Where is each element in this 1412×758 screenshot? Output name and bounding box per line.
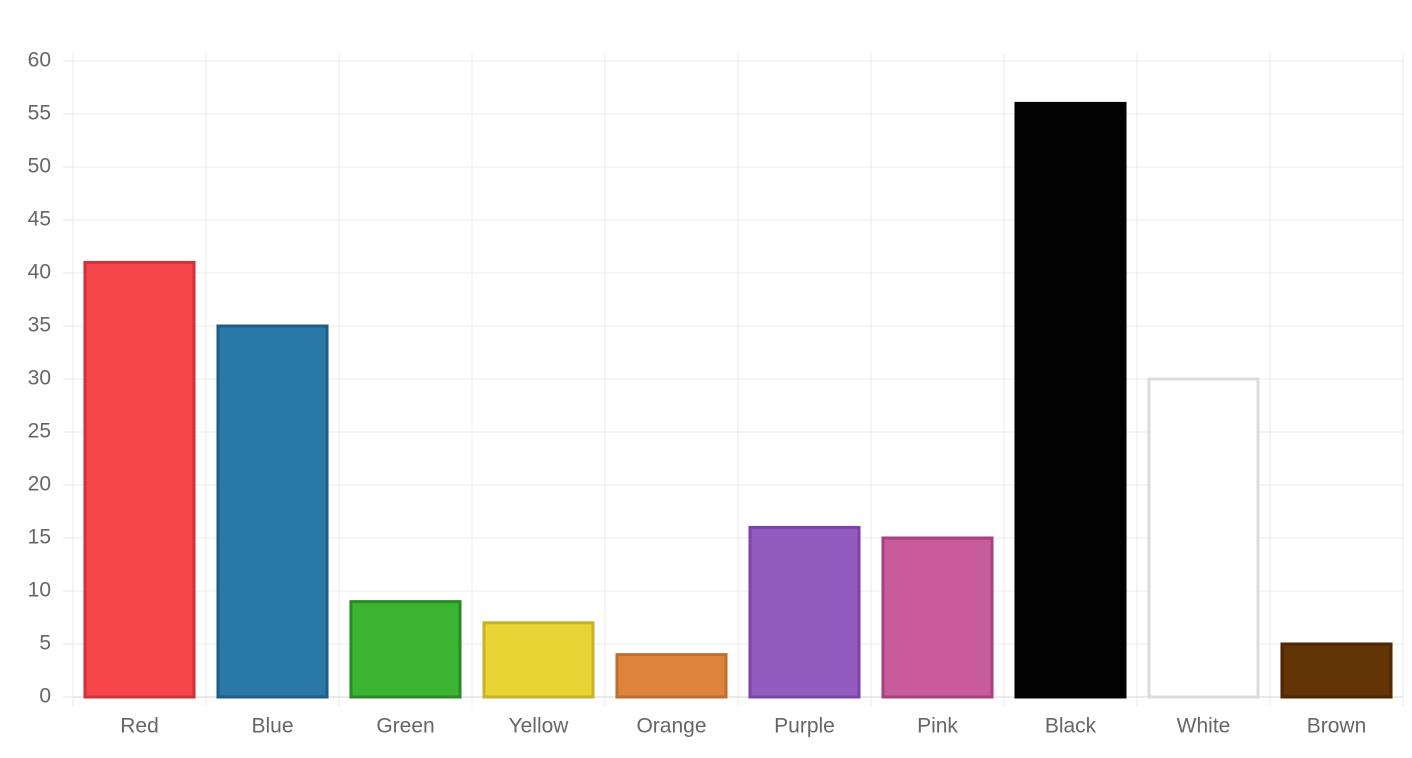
x-tick-label: Orange: [636, 715, 706, 738]
y-tick-label: 60: [28, 49, 51, 72]
y-tick-label: 50: [28, 155, 51, 178]
x-tick-label: Yellow: [509, 715, 570, 738]
y-tick-label: 10: [28, 579, 51, 602]
bar: [216, 324, 329, 699]
y-tick-label: 55: [28, 102, 51, 125]
y-tick-label: 35: [28, 314, 51, 337]
bar: [1147, 377, 1260, 699]
bar: [1014, 101, 1127, 699]
bar: [615, 653, 728, 699]
x-tick-label: Pink: [917, 715, 958, 738]
x-tick-label: Brown: [1307, 715, 1367, 738]
y-tick-label: 0: [39, 685, 51, 708]
y-tick-label: 15: [28, 526, 51, 549]
bar: [482, 621, 595, 699]
x-tick-label: Green: [376, 715, 434, 738]
bar: [83, 260, 196, 699]
bar: [881, 536, 994, 699]
x-tick-label: Black: [1045, 715, 1097, 738]
y-tick-label: 5: [39, 632, 51, 655]
x-tick-label: Purple: [774, 715, 835, 738]
y-tick-label: 40: [28, 261, 51, 284]
y-tick-label: 25: [28, 420, 51, 443]
y-tick-label: 45: [28, 208, 51, 231]
y-tick-label: 20: [28, 473, 51, 496]
x-tick-label: White: [1177, 715, 1231, 738]
bar: [349, 600, 462, 699]
bar: [1280, 642, 1393, 699]
bar: [748, 525, 861, 699]
x-tick-label: Red: [120, 715, 159, 738]
y-tick-label: 30: [28, 367, 51, 390]
x-tick-label: Blue: [251, 715, 293, 738]
